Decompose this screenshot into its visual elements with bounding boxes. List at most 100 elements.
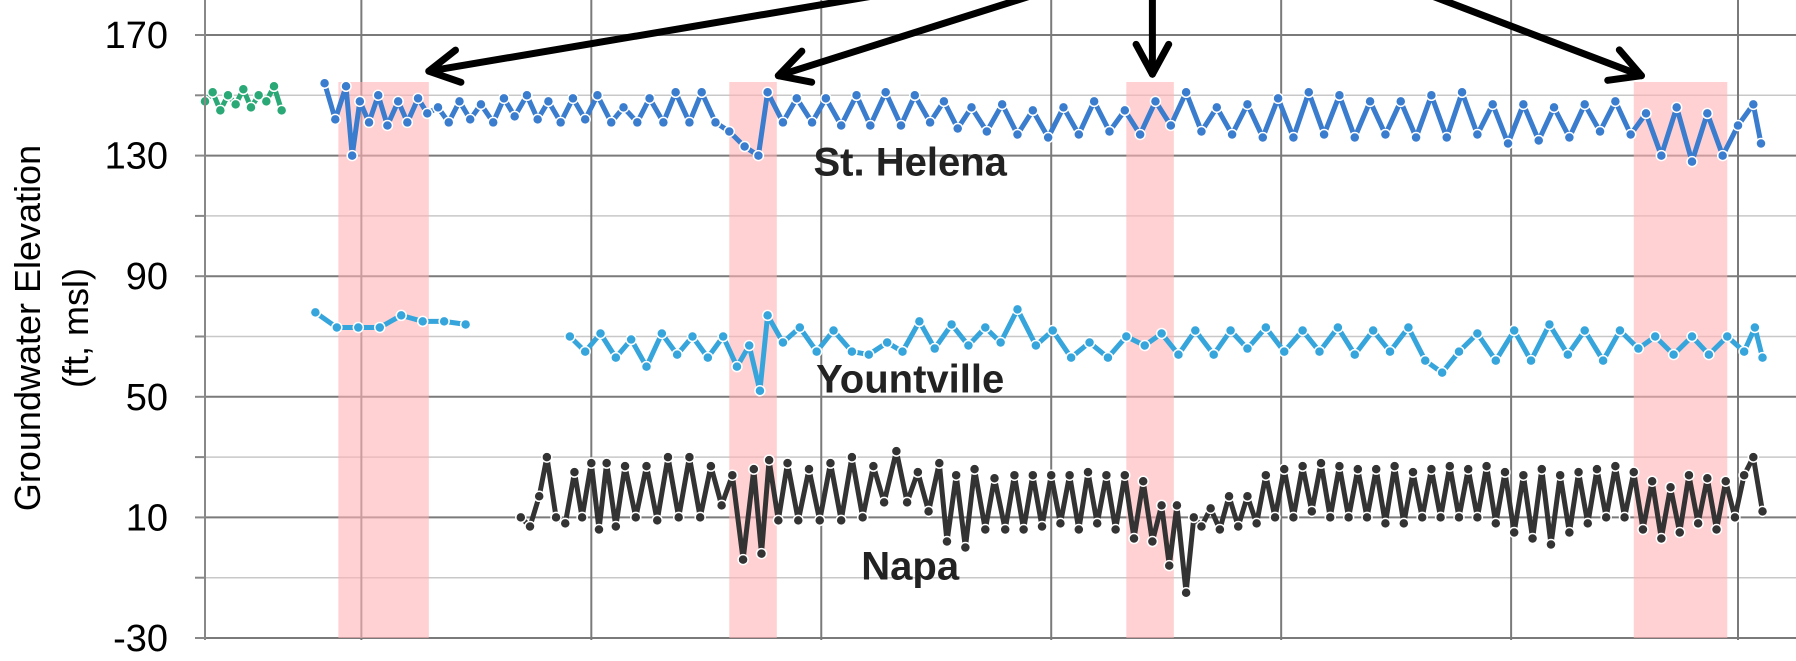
data-point bbox=[564, 330, 576, 343]
data-point bbox=[1027, 104, 1039, 117]
data-point bbox=[1548, 101, 1560, 114]
data-point bbox=[1250, 517, 1263, 530]
data-point bbox=[206, 86, 219, 99]
data-point bbox=[521, 89, 533, 102]
data-point bbox=[559, 517, 572, 530]
data-point bbox=[1379, 517, 1392, 530]
data-point bbox=[222, 89, 234, 102]
data-point bbox=[705, 460, 717, 472]
data-point bbox=[600, 457, 613, 469]
data-point bbox=[962, 339, 975, 352]
data-point bbox=[1171, 499, 1183, 512]
data-point bbox=[617, 101, 630, 114]
data-point bbox=[329, 113, 342, 126]
data-point bbox=[1683, 469, 1695, 481]
data-point bbox=[657, 116, 670, 129]
data-point bbox=[1738, 345, 1750, 358]
data-point bbox=[515, 511, 527, 524]
data-point bbox=[913, 315, 926, 328]
data-point bbox=[1091, 517, 1103, 530]
data-point bbox=[968, 463, 981, 475]
arrow-shaft bbox=[774, 0, 1030, 80]
data-point bbox=[981, 125, 993, 138]
data-point bbox=[1211, 101, 1223, 114]
data-point bbox=[1444, 460, 1456, 472]
data-point bbox=[1134, 128, 1146, 141]
data-point bbox=[1673, 526, 1686, 539]
data-point bbox=[1318, 128, 1330, 141]
data-point bbox=[1646, 475, 1658, 487]
data-point bbox=[268, 80, 280, 93]
data-point bbox=[717, 330, 729, 343]
data-point bbox=[850, 89, 863, 102]
data-point bbox=[1332, 321, 1344, 334]
data-point bbox=[412, 92, 424, 105]
data-point bbox=[951, 122, 964, 135]
data-point bbox=[996, 98, 1008, 111]
data-point bbox=[1287, 131, 1300, 144]
data-point bbox=[1554, 469, 1566, 481]
data-point bbox=[922, 505, 935, 518]
series-label: St. Helena bbox=[813, 141, 1007, 185]
series-label: Yountville bbox=[816, 358, 1004, 402]
data-point bbox=[1486, 98, 1499, 111]
data-point bbox=[1721, 330, 1734, 343]
data-point bbox=[846, 345, 858, 358]
data-point bbox=[1224, 324, 1237, 337]
data-point bbox=[1100, 469, 1113, 481]
data-point bbox=[1054, 517, 1067, 530]
data-point bbox=[554, 116, 567, 129]
data-point bbox=[498, 92, 510, 105]
data-point bbox=[1367, 324, 1379, 337]
data-point bbox=[631, 116, 644, 129]
data-point bbox=[1536, 463, 1548, 475]
minor-gridlines bbox=[195, 94, 1796, 579]
data-point bbox=[1073, 128, 1085, 141]
data-point bbox=[1440, 131, 1453, 144]
data-point bbox=[531, 113, 544, 126]
data-point bbox=[1591, 463, 1603, 475]
data-point bbox=[794, 321, 806, 334]
data-point bbox=[924, 116, 936, 129]
data-point bbox=[459, 318, 472, 331]
y-axis-title-line1: Groundwater Elevation bbox=[7, 145, 48, 511]
data-point bbox=[1260, 321, 1272, 334]
data-point bbox=[1370, 463, 1382, 475]
series-0 bbox=[199, 80, 288, 117]
data-point bbox=[438, 315, 450, 328]
data-point bbox=[237, 83, 250, 96]
data-point bbox=[363, 116, 375, 129]
data-point bbox=[1755, 137, 1767, 150]
arrow-head bbox=[1604, 46, 1645, 84]
data-point bbox=[1649, 330, 1661, 343]
data-point bbox=[1088, 95, 1100, 108]
data-point bbox=[881, 336, 893, 349]
data-point bbox=[331, 321, 343, 334]
data-point bbox=[1008, 469, 1021, 481]
data-point bbox=[1701, 472, 1714, 484]
data-point bbox=[1128, 532, 1140, 545]
data-point bbox=[1188, 511, 1200, 524]
data-point bbox=[878, 496, 890, 509]
data-point bbox=[827, 324, 840, 337]
data-point bbox=[950, 469, 962, 481]
data-point bbox=[252, 89, 265, 102]
data-point bbox=[846, 451, 858, 463]
data-point bbox=[1195, 125, 1208, 138]
data-point bbox=[999, 523, 1011, 536]
data-point bbox=[1324, 511, 1336, 524]
data-point bbox=[372, 89, 384, 102]
data-point bbox=[781, 457, 794, 469]
data-point bbox=[928, 342, 941, 355]
data-point bbox=[1361, 511, 1373, 524]
arrow-head bbox=[774, 47, 816, 86]
data-point bbox=[1471, 327, 1484, 340]
data-point bbox=[1388, 460, 1401, 472]
data-point bbox=[643, 92, 656, 105]
data-point bbox=[1640, 107, 1652, 120]
data-point bbox=[1180, 86, 1192, 99]
data-point bbox=[579, 345, 591, 358]
data-point bbox=[810, 345, 823, 358]
data-point bbox=[1582, 517, 1594, 530]
data-point bbox=[392, 95, 404, 108]
